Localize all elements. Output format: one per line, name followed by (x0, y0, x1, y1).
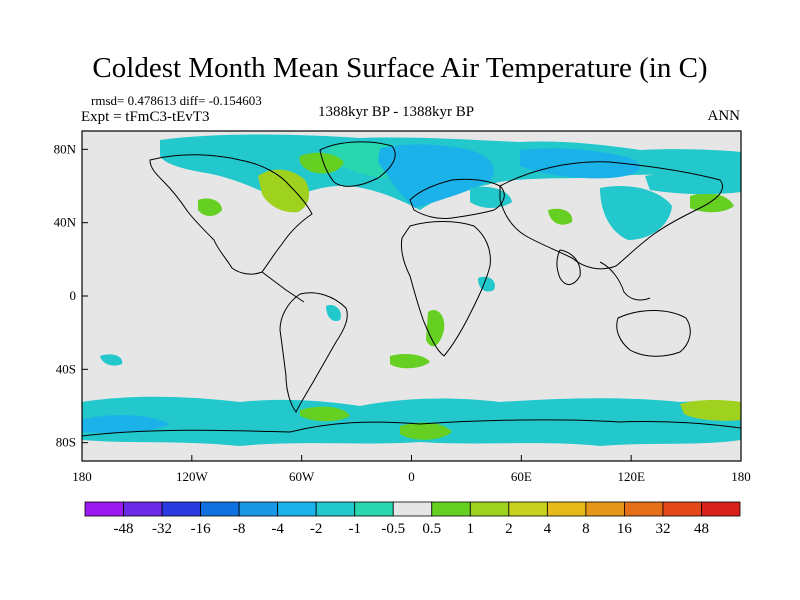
anomaly-patch-canada-west (198, 198, 222, 216)
x-tick-label: 0 (408, 469, 415, 484)
y-tick-label: 0 (70, 288, 77, 303)
anomaly-patch-south-atlantic (390, 354, 430, 369)
season-label: ANN (707, 108, 741, 124)
y-tick-label: 40N (54, 215, 77, 230)
colorbar-swatch (469, 501, 510, 517)
colorbar-label: -48 (114, 521, 134, 537)
colorbar-swatch (354, 501, 394, 517)
colorbar: -48 -32 -16 -8 -4 -2 -1 -0.5 0.5 1 2 4 8 16 32 48 (84, 501, 741, 537)
map-title: Coldest Month Mean Surface Air Temperatu… (92, 52, 708, 84)
anomaly-patch-labrador (299, 152, 344, 174)
colorbar-label: -8 (233, 521, 246, 537)
colorbar-label: -16 (191, 521, 211, 537)
anomaly-patch-weddell (300, 406, 350, 422)
coast-se-asia (599, 261, 651, 301)
anomaly-patch-south-pacific (100, 354, 123, 366)
colorbar-swatch (238, 501, 279, 517)
colorbar-label: 16 (617, 521, 633, 537)
y-tick-label: 40S (56, 361, 76, 376)
colorbar-swatch (315, 501, 356, 517)
coast-australia (616, 310, 691, 357)
colorbar-swatch (123, 501, 163, 517)
colorbar-label: 48 (694, 521, 709, 537)
y-tick-label: 80S (56, 435, 76, 450)
colorbar-swatch (546, 501, 587, 517)
x-tick-label: 180 (731, 469, 751, 484)
coast-antarctica (82, 419, 741, 437)
coast-india (556, 249, 581, 285)
x-tick-label: 180 (72, 469, 92, 484)
anomaly-patch-ross (82, 415, 170, 434)
coast-greenland (319, 141, 396, 187)
coast-central-america (261, 271, 305, 303)
coast-south-america (279, 292, 348, 413)
anomaly-patch-north-atlantic (378, 144, 494, 208)
anomaly-field (82, 134, 741, 446)
colorbar-label: -0.5 (381, 521, 405, 537)
longitude-axis: 180 120W 60W 0 60E 120E 180 (72, 455, 751, 484)
anomaly-patch-nw-pacific (645, 172, 741, 195)
colorbar-swatch (200, 501, 240, 517)
anomaly-patch-central-asia (548, 208, 573, 225)
colorbar-swatch (508, 501, 548, 517)
x-tick-label: 120W (176, 469, 209, 484)
colorbar-label: 1 (467, 521, 475, 537)
colorbar-label: -1 (348, 521, 361, 537)
period-label: 1388kyr BP - 1388kyr BP (318, 104, 475, 120)
x-tick-label: 60W (289, 469, 315, 484)
anomaly-patch-siberia (520, 148, 641, 179)
coast-north-america (149, 154, 313, 275)
colorbar-label: 2 (505, 521, 513, 537)
colorbar-label: 4 (544, 521, 552, 537)
colorbar-label: 32 (655, 521, 670, 537)
colorbar-swatch (662, 501, 702, 517)
colorbar-swatch (624, 501, 664, 517)
colorbar-swatch (431, 501, 471, 517)
rmsd-diff-stats: rmsd= 0.478613 diff= -0.154603 (91, 93, 262, 108)
experiment-label: Expt = tFmC3-tEvT3 (81, 109, 210, 125)
colorbar-label: 8 (582, 521, 590, 537)
anomaly-patch-east-asia (600, 186, 672, 240)
colorbar-swatch (84, 501, 124, 517)
anomaly-patch-sa-east (326, 304, 341, 322)
anomaly-patch-antarctic-east (400, 422, 452, 440)
colorbar-swatch (585, 501, 625, 517)
colorbar-label: -4 (271, 521, 284, 537)
coast-africa (401, 221, 491, 357)
coastlines (82, 141, 741, 437)
y-tick-label: 80N (54, 141, 77, 156)
anomaly-patch-antarctic-warm (680, 400, 741, 421)
colorbar-swatch (701, 501, 741, 517)
coast-europe (409, 178, 505, 219)
colorbar-label: -32 (152, 521, 172, 537)
colorbar-swatch (161, 501, 201, 517)
x-tick-label: 120E (617, 469, 645, 484)
anomaly-patch-southern-ocean (82, 396, 741, 446)
colorbar-swatch (392, 501, 433, 517)
x-tick-label: 60E (511, 469, 532, 484)
colorbar-label: -2 (310, 521, 323, 537)
colorbar-swatch (277, 501, 317, 517)
coast-asia (499, 161, 723, 270)
colorbar-label: 0.5 (422, 521, 441, 537)
latitude-axis: 80N 40N 0 40S 80S (54, 141, 88, 450)
anomaly-patch-hudson (258, 169, 310, 213)
